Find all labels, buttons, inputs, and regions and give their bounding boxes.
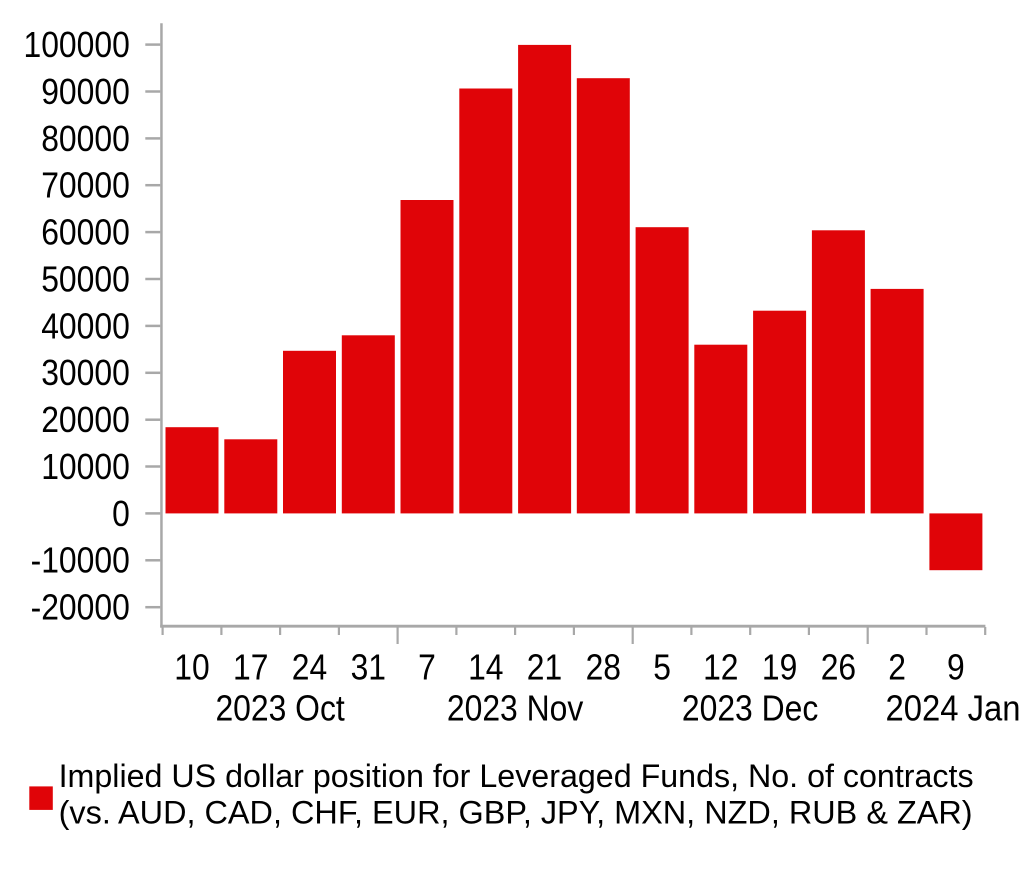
svg-text:14: 14 [468,647,503,688]
svg-text:5: 5 [653,647,671,688]
svg-text:21: 21 [527,647,562,688]
svg-text:(vs. AUD, CAD, CHF, EUR, GBP,: (vs. AUD, CAD, CHF, EUR, GBP, JPY, MXN, … [59,795,973,831]
svg-text:2023 Nov: 2023 Nov [447,688,583,729]
svg-text:2023 Dec: 2023 Dec [682,688,818,729]
svg-text:30000: 30000 [41,352,130,393]
svg-text:20000: 20000 [41,399,130,440]
svg-text:90000: 90000 [41,71,130,112]
svg-text:12: 12 [703,647,738,688]
svg-text:9: 9 [947,647,965,688]
svg-text:40000: 40000 [41,305,130,346]
svg-text:80000: 80000 [41,118,130,159]
svg-text:100000: 100000 [24,24,130,65]
svg-text:24: 24 [292,647,327,688]
svg-text:28: 28 [586,647,621,688]
svg-text:Implied US dollar position for: Implied US dollar position for Leveraged… [59,758,974,794]
svg-text:-10000: -10000 [31,540,130,581]
svg-text:2023 Oct: 2023 Oct [215,688,344,729]
svg-text:70000: 70000 [41,165,130,206]
svg-text:10000: 10000 [41,446,130,487]
svg-text:60000: 60000 [41,212,130,253]
svg-text:17: 17 [233,647,268,688]
svg-text:31: 31 [351,647,386,688]
svg-text:0: 0 [112,493,130,534]
svg-text:50000: 50000 [41,258,130,299]
svg-text:2: 2 [888,647,906,688]
svg-text:19: 19 [762,647,797,688]
svg-text:26: 26 [821,647,856,688]
svg-text:7: 7 [418,647,436,688]
svg-text:2024 Jan: 2024 Jan [886,688,1021,729]
svg-text:10: 10 [174,647,209,688]
svg-text:-20000: -20000 [31,587,130,628]
